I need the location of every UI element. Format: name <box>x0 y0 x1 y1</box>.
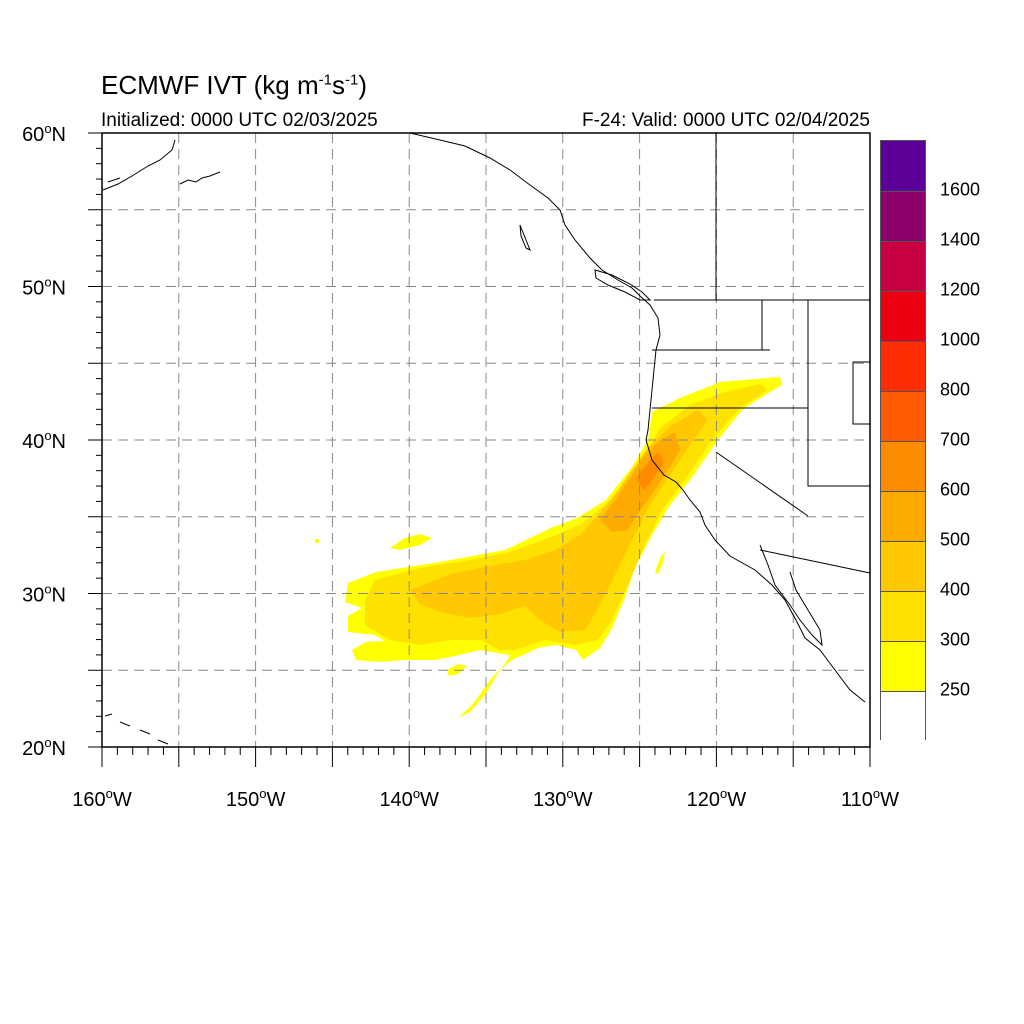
longitude-label: 160oW <box>72 786 132 811</box>
colorbar-label: 700 <box>940 429 971 450</box>
colorbar-box <box>881 691 925 741</box>
us-canada-border <box>654 133 870 301</box>
haida-gwaii <box>519 224 531 252</box>
colorbar-box <box>881 441 925 491</box>
longitude-label: 110oW <box>841 786 899 811</box>
lat-lon-grid <box>102 133 870 747</box>
longitude-label: 130oW <box>533 786 593 811</box>
ivt-colorbar <box>880 140 926 741</box>
latitude-label: 30oN <box>22 582 66 607</box>
latitude-label: 60oN <box>22 121 66 146</box>
colorbar-label: 500 <box>940 529 971 550</box>
colorbar-box <box>881 141 925 191</box>
longitude-labels: 160oW 150oW 140oW 130oW 120oW 110oW <box>72 786 899 811</box>
colorbar-box <box>881 491 925 541</box>
latitude-label: 40oN <box>22 428 66 453</box>
ivt-patch <box>390 534 432 550</box>
latitude-label: 20oN <box>22 735 66 760</box>
us-state-lines <box>652 300 871 574</box>
baja-coast <box>759 544 823 647</box>
ivt-patch <box>315 539 319 543</box>
axis-ticks <box>88 132 871 767</box>
ivt-patch <box>655 552 665 574</box>
colorbar-box <box>881 191 925 241</box>
colorbar-box <box>881 391 925 441</box>
initialized-time: Initialized: 0000 UTC 02/03/2025 <box>101 110 378 131</box>
colorbar-box <box>881 641 925 691</box>
longitude-label: 120oW <box>687 786 747 811</box>
political-borders <box>652 133 871 574</box>
ivt-plume-600 <box>636 452 664 490</box>
colorbar-label: 600 <box>940 479 971 500</box>
latitude-labels: 60oN 50oN 40oN 30oN 20oN <box>22 121 66 760</box>
coastlines <box>102 132 866 745</box>
colorbar-label: 400 <box>940 579 971 600</box>
colorbar-box <box>881 291 925 341</box>
colorbar-label: 1400 <box>940 229 981 250</box>
ivt-shading <box>315 377 782 718</box>
hawaii <box>104 713 169 745</box>
colorbar-box <box>881 541 925 591</box>
ivt-plume-400 <box>410 410 708 632</box>
colorbar-label: 300 <box>940 629 971 650</box>
colorbar-label: 1200 <box>940 279 981 300</box>
longitude-label: 140oW <box>379 786 439 811</box>
colorbar-box <box>881 241 925 291</box>
valid-time: F-24: Valid: 0000 UTC 02/04/2025 <box>582 110 870 131</box>
map-title: ECMWF IVT (kg m-1s-1) <box>101 70 367 100</box>
vancouver-island <box>594 269 652 301</box>
longitude-label: 150oW <box>226 786 286 811</box>
colorbar-label: 250 <box>940 679 971 700</box>
alaska-islands <box>102 139 221 191</box>
alaska-coast <box>409 132 866 703</box>
latitude-label: 50oN <box>22 275 66 300</box>
colorbar-box <box>881 591 925 641</box>
colorbar-label: 800 <box>940 379 971 400</box>
colorbar-label: 1600 <box>940 179 981 200</box>
colorbar-label: 1000 <box>940 329 981 350</box>
colorbar-box <box>881 341 925 391</box>
